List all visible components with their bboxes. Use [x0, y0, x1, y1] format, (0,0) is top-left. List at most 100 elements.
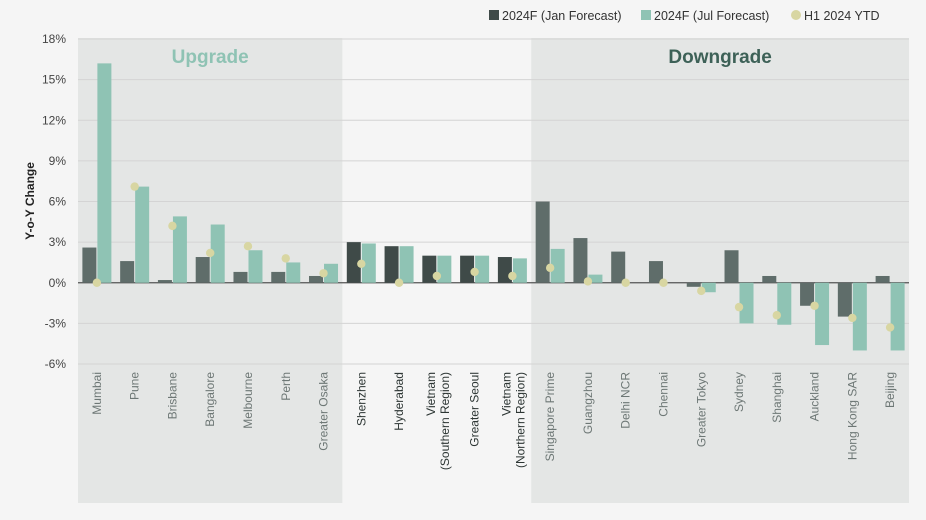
x-tick-label-line: Beijing	[883, 372, 897, 408]
x-tick-label: Bangalore	[203, 372, 217, 427]
x-tick-label: Melbourne	[241, 372, 255, 429]
x-tick-label: Auckland	[808, 372, 822, 421]
ytd-point	[319, 269, 328, 278]
ytd-point	[583, 277, 593, 286]
x-tick-label: Guangzhou	[581, 372, 595, 434]
x-tick-label-line: Auckland	[808, 372, 822, 421]
ytd-point	[243, 241, 253, 251]
bar-jan-forecast	[762, 275, 777, 283]
bar-jul-forecast	[550, 248, 565, 283]
bar-jan-forecast	[195, 257, 210, 283]
legend-swatch	[489, 10, 499, 20]
x-tick-label-line: Pune	[128, 372, 142, 400]
bar-jul-forecast	[361, 243, 376, 283]
x-tick-label-line: Sydney	[732, 372, 746, 412]
bar-jan-forecast	[800, 282, 815, 306]
legend-swatch-circle	[791, 10, 801, 20]
ytd-point	[734, 302, 744, 312]
x-tick-label: Greater Seoul	[468, 372, 482, 447]
ytd-point	[772, 311, 781, 320]
y-tick-label: -3%	[45, 316, 67, 330]
bar-jul-forecast	[248, 250, 263, 283]
x-tick-label: Singapore Prime	[543, 372, 557, 462]
bar-jan-forecast	[837, 282, 852, 317]
x-tick-label-line: Greater Seoul	[468, 372, 482, 447]
y-tick-label: 9%	[49, 154, 67, 168]
ytd-point	[470, 267, 479, 277]
x-tick-label-line: Melbourne	[241, 372, 255, 429]
bar-jan-forecast	[686, 282, 701, 287]
ytd-point	[394, 278, 404, 287]
y-tick-label: 18%	[42, 32, 66, 46]
bar-jan-forecast	[460, 255, 475, 283]
x-tick-label-line: Bangalore	[203, 372, 217, 427]
bar-jan-forecast	[611, 251, 626, 283]
ytd-point	[130, 182, 139, 191]
x-tick-label-line: Vietnam	[424, 372, 438, 416]
x-tick-label: Delhi NCR	[619, 372, 633, 429]
bar-jul-forecast	[588, 274, 603, 283]
x-tick-label: Brisbane	[165, 372, 179, 420]
x-tick-label-line: Greater Osaka	[317, 372, 331, 451]
bar-jan-forecast	[120, 261, 135, 283]
bar-jul-forecast	[210, 224, 225, 283]
x-tick-label: Sydney	[732, 372, 746, 412]
ytd-point	[432, 271, 442, 281]
bar-jul-forecast	[815, 282, 830, 346]
legend-label: H1 2024 YTD	[804, 9, 880, 23]
x-tick-label: Pune	[128, 372, 142, 400]
ytd-point	[659, 278, 668, 287]
x-tick-label: Beijing	[883, 372, 897, 408]
x-tick-label-line: Hyderabad	[392, 372, 406, 431]
x-tick-label: Mumbai	[90, 372, 104, 415]
bar-jan-forecast	[157, 280, 172, 283]
ytd-point	[885, 323, 895, 332]
y-tick-label: 0%	[49, 276, 67, 290]
ytd-point	[206, 248, 215, 258]
x-tick-label: Hyderabad	[392, 372, 406, 431]
zone-title: Upgrade	[172, 47, 249, 68]
x-tick-label-line: (Northern Region)	[513, 372, 527, 468]
x-tick-label: Hong Kong SAR	[845, 372, 859, 460]
bar-jul-forecast	[97, 63, 112, 283]
bar-jan-forecast	[535, 201, 550, 283]
ytd-point	[810, 301, 819, 310]
ytd-point	[621, 278, 630, 287]
ytd-point	[848, 313, 857, 323]
x-tick-label-line: Chennai	[656, 372, 670, 417]
bar-jan-forecast	[648, 261, 663, 283]
x-tick-label-line: Mumbai	[90, 372, 104, 415]
bar-jan-forecast	[271, 271, 286, 283]
bar-jul-forecast	[324, 263, 339, 283]
ytd-point	[697, 286, 706, 296]
x-tick-label-line: Hong Kong SAR	[845, 372, 859, 460]
y-tick-label: 6%	[49, 195, 67, 209]
bar-jan-forecast	[384, 246, 399, 283]
bar-jul-forecast	[701, 282, 716, 293]
x-tick-label: Greater Osaka	[317, 372, 331, 451]
y-tick-label: 3%	[49, 235, 67, 249]
bar-jan-forecast	[346, 242, 361, 283]
x-tick-label: Vietnam(Southern Region)	[424, 372, 452, 470]
x-tick-label: Chennai	[656, 372, 670, 417]
ytd-point	[92, 278, 102, 287]
bar-jul-forecast	[172, 216, 187, 283]
bar-jan-forecast	[82, 247, 97, 283]
x-tick-label-line: (Southern Region)	[438, 372, 452, 470]
bar-jul-forecast	[399, 246, 414, 283]
x-tick-label-line: Shanghai	[770, 372, 784, 423]
ytd-point	[281, 254, 290, 263]
bar-jan-forecast	[724, 250, 739, 283]
zone-title: Downgrade	[668, 47, 771, 68]
bar-jul-forecast	[475, 255, 490, 283]
x-tick-label-line: Perth	[279, 372, 293, 401]
x-tick-label: Shenzhen	[354, 372, 368, 426]
bar-jul-forecast	[890, 282, 905, 351]
bar-jul-forecast	[739, 282, 754, 324]
x-tick-label-line: Greater Tokyo	[694, 372, 708, 447]
x-tick-label-line: Guangzhou	[581, 372, 595, 434]
bar-jan-forecast	[573, 238, 588, 283]
bar-jan-forecast	[875, 275, 890, 283]
